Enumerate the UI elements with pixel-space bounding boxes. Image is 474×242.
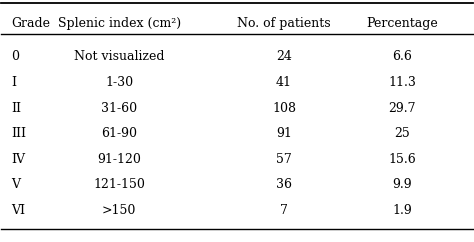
Text: 7: 7 bbox=[280, 204, 288, 217]
Text: 41: 41 bbox=[276, 76, 292, 89]
Text: 0: 0 bbox=[11, 50, 19, 63]
Text: II: II bbox=[11, 102, 21, 115]
Text: V: V bbox=[11, 178, 20, 191]
Text: VI: VI bbox=[11, 204, 25, 217]
Text: 57: 57 bbox=[276, 153, 292, 166]
Text: 1-30: 1-30 bbox=[105, 76, 133, 89]
Text: 9.9: 9.9 bbox=[392, 178, 412, 191]
Text: 24: 24 bbox=[276, 50, 292, 63]
Text: 108: 108 bbox=[272, 102, 296, 115]
Text: Not visualized: Not visualized bbox=[74, 50, 164, 63]
Text: III: III bbox=[11, 127, 26, 140]
Text: 31-60: 31-60 bbox=[101, 102, 137, 115]
Text: 1.9: 1.9 bbox=[392, 204, 412, 217]
Text: 91-120: 91-120 bbox=[97, 153, 141, 166]
Text: I: I bbox=[11, 76, 16, 89]
Text: 121-150: 121-150 bbox=[93, 178, 145, 191]
Text: No. of patients: No. of patients bbox=[237, 17, 331, 30]
Text: 6.6: 6.6 bbox=[392, 50, 412, 63]
Text: Splenic index (cm²): Splenic index (cm²) bbox=[58, 17, 181, 30]
Text: 25: 25 bbox=[394, 127, 410, 140]
Text: 15.6: 15.6 bbox=[388, 153, 416, 166]
Text: IV: IV bbox=[11, 153, 25, 166]
Text: 29.7: 29.7 bbox=[388, 102, 416, 115]
Text: 91: 91 bbox=[276, 127, 292, 140]
Text: Percentage: Percentage bbox=[366, 17, 438, 30]
Text: 36: 36 bbox=[276, 178, 292, 191]
Text: 11.3: 11.3 bbox=[388, 76, 416, 89]
Text: Grade: Grade bbox=[11, 17, 50, 30]
Text: >150: >150 bbox=[102, 204, 137, 217]
Text: 61-90: 61-90 bbox=[101, 127, 137, 140]
